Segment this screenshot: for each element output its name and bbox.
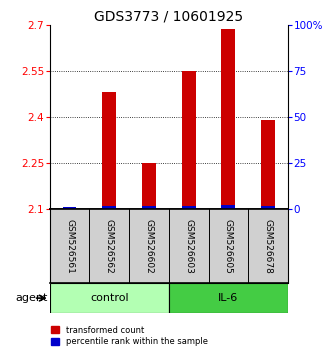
Bar <box>142 163 156 209</box>
Bar <box>63 208 76 209</box>
Text: IL-6: IL-6 <box>218 293 239 303</box>
Bar <box>182 71 196 209</box>
Text: GSM526562: GSM526562 <box>105 219 114 274</box>
Bar <box>261 120 275 209</box>
Bar <box>142 206 156 209</box>
Title: GDS3773 / 10601925: GDS3773 / 10601925 <box>94 10 243 24</box>
Bar <box>182 206 196 209</box>
Text: agent: agent <box>15 293 48 303</box>
Bar <box>102 206 116 209</box>
FancyBboxPatch shape <box>169 283 288 313</box>
Legend: transformed count, percentile rank within the sample: transformed count, percentile rank withi… <box>51 326 208 346</box>
Bar <box>102 92 116 209</box>
Bar <box>63 207 76 209</box>
Bar <box>221 205 235 209</box>
Text: GSM526561: GSM526561 <box>65 219 74 274</box>
Text: GSM526602: GSM526602 <box>144 219 154 274</box>
Text: GSM526605: GSM526605 <box>224 219 233 274</box>
Text: GSM526678: GSM526678 <box>263 219 273 274</box>
FancyBboxPatch shape <box>50 283 169 313</box>
Text: control: control <box>90 293 128 303</box>
Bar <box>221 29 235 209</box>
Text: GSM526603: GSM526603 <box>184 219 193 274</box>
Bar <box>261 206 275 209</box>
